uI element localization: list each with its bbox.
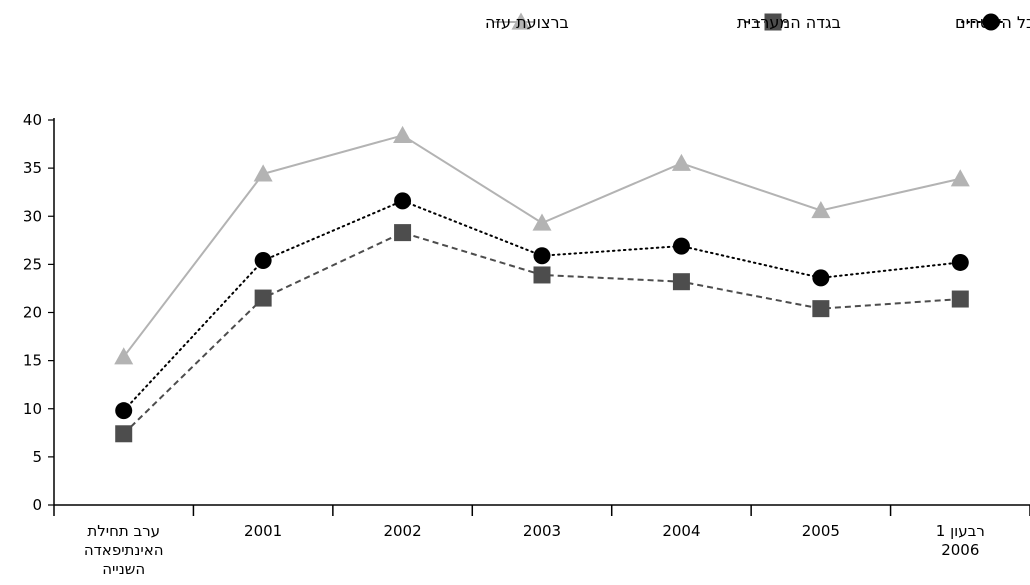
- series-square: [115, 224, 969, 443]
- series-triangle: [114, 125, 970, 365]
- data-point: [533, 266, 551, 284]
- x-tick-label-line: 2003: [523, 522, 561, 540]
- x-tick-label: רבעון 1 2006: [936, 522, 985, 559]
- series-line: [122, 134, 961, 358]
- data-point: [253, 164, 273, 182]
- data-point: [532, 213, 552, 231]
- chart-series: [114, 125, 970, 443]
- x-tick-label-line: 2004: [662, 522, 700, 540]
- data-point: [950, 169, 970, 187]
- legend-label: ברצועת עזה: [485, 13, 569, 32]
- data-point: [115, 402, 133, 420]
- y-tick-label: 35: [23, 159, 42, 177]
- x-tick-label-line: האינתיפאדה: [84, 541, 164, 559]
- data-point: [115, 425, 133, 443]
- y-tick-label: 5: [32, 448, 42, 466]
- data-point: [254, 252, 272, 270]
- legend-label: בכל השטחים: [955, 13, 1030, 32]
- legend-label: בגדה המערבית: [737, 13, 841, 32]
- data-point: [811, 200, 831, 219]
- chart-axes: 0 5 10 15 20 25 30 35 40 ערב תחילת האינתיפאדה השניי…: [23, 111, 1030, 578]
- series-circle: [115, 192, 969, 420]
- y-tick-label: 10: [23, 400, 42, 418]
- data-point: [951, 253, 969, 271]
- x-tick-label: 2002: [383, 522, 421, 540]
- legend-item: בכל השטחים: [955, 13, 1030, 32]
- data-point: [671, 153, 691, 171]
- x-tick-label-line: 2002: [383, 522, 421, 540]
- legend-swatch-marker: [764, 13, 782, 31]
- data-point: [812, 269, 830, 287]
- y-tick-label: 0: [32, 496, 42, 514]
- data-point: [812, 300, 830, 318]
- data-point: [254, 289, 272, 307]
- y-tick-label: 20: [23, 304, 42, 322]
- legend-item: ברצועת עזה: [485, 12, 569, 32]
- y-tick-label: 40: [23, 111, 42, 129]
- y-tick-label: 25: [23, 255, 42, 273]
- data-point: [672, 273, 690, 291]
- x-tick-label: ערב תחילת האינתיפאדה השנייה: [84, 522, 164, 578]
- data-point: [533, 247, 551, 265]
- x-tick-label-line: השנייה: [102, 560, 145, 578]
- y-tick-label: 15: [23, 352, 42, 370]
- x-tick-label-line: ערב תחילת: [87, 522, 160, 540]
- x-tick-label: 2005: [802, 522, 840, 540]
- series-line: [122, 199, 962, 412]
- x-tick-label-line: 2001: [244, 522, 282, 540]
- x-tick-label: 2004: [662, 522, 700, 540]
- data-point: [114, 347, 134, 365]
- data-point: [951, 290, 969, 308]
- data-point: [394, 192, 412, 210]
- legend-swatch-marker: [511, 12, 531, 30]
- data-point: [394, 224, 412, 242]
- x-tick-label-line: 2005: [802, 522, 840, 540]
- x-tick-label-line: 2006: [941, 541, 979, 559]
- data-point: [393, 125, 413, 143]
- x-tick-label: 2003: [523, 522, 561, 540]
- legend-item: בגדה המערבית: [737, 13, 841, 32]
- x-tick-label: 2001: [244, 522, 282, 540]
- y-tick-label: 30: [23, 207, 42, 225]
- x-tick-label-line: רבעון 1: [936, 522, 985, 540]
- legend-swatch-marker: [982, 13, 1000, 31]
- data-point: [672, 237, 690, 255]
- chart-legend: בכל השטחים בגדה המערבית ברצועת עזה: [485, 12, 1030, 32]
